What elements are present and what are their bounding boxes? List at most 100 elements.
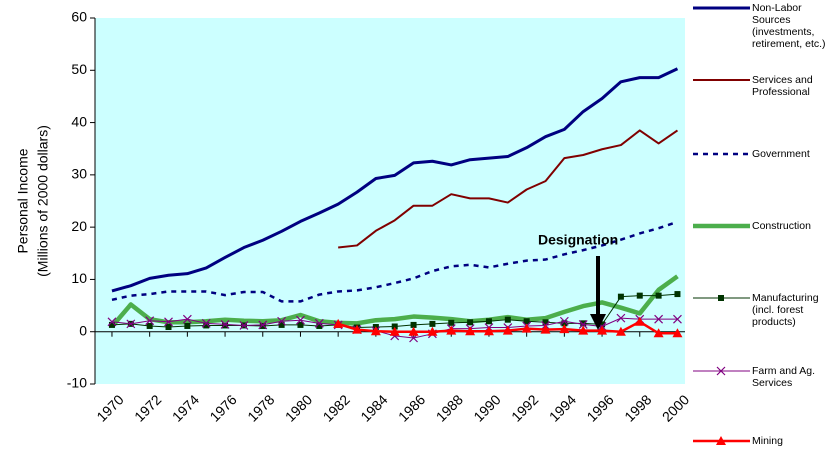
marker: [504, 316, 511, 323]
marker: [599, 321, 606, 328]
marker: [615, 326, 626, 336]
x-tick-label: 1992: [508, 391, 541, 424]
y-tick-label: -10: [67, 375, 87, 391]
marker: [540, 324, 551, 334]
marker: [258, 320, 268, 330]
marker: [672, 328, 683, 338]
y-axis-title: Personal Income: [15, 148, 31, 253]
marker: [352, 324, 363, 334]
plot-area: [95, 18, 685, 384]
marker: [559, 316, 569, 326]
marker: [523, 318, 530, 325]
marker: [429, 320, 436, 327]
annotation: Designation: [538, 232, 618, 248]
x-tick-label: 1996: [583, 391, 616, 424]
legend-label: Services and Professional: [752, 74, 813, 98]
legend-label: Mining: [752, 435, 783, 447]
marker: [277, 316, 287, 326]
marker: [370, 326, 381, 336]
marker: [239, 321, 249, 330]
x-tick-label: 1994: [546, 391, 579, 424]
legend-label: Non-Labor Sources (investments, retireme…: [752, 2, 826, 50]
marker: [278, 321, 285, 328]
marker: [389, 326, 400, 336]
marker: [146, 322, 153, 329]
marker: [636, 292, 643, 299]
marker: [145, 316, 155, 326]
marker: [220, 319, 230, 329]
marker: [316, 322, 323, 329]
marker: [716, 436, 726, 445]
y-tick-label: 20: [71, 218, 87, 234]
marker: [483, 326, 494, 336]
marker: [448, 319, 455, 326]
marker: [201, 318, 211, 328]
legend-label: Government: [752, 148, 810, 160]
y-tick-label: 50: [71, 61, 87, 77]
marker: [578, 325, 589, 335]
marker: [427, 326, 438, 336]
marker: [259, 322, 266, 329]
marker: [467, 319, 474, 326]
x-tick-label: 1970: [93, 391, 126, 424]
legend-label: Manufacturing (incl. forest products): [752, 292, 819, 328]
annotation-arrowhead: [590, 314, 606, 330]
x-tick-label: 1980: [282, 391, 315, 424]
x-tick-label: 1978: [244, 391, 277, 424]
series-line: [111, 67, 679, 293]
x-tick-label: 1984: [357, 391, 390, 424]
x-tick-label: 1990: [470, 391, 503, 424]
y-tick-label: 40: [71, 113, 87, 129]
x-tick-label: 1982: [320, 391, 353, 424]
marker: [521, 323, 532, 333]
marker: [203, 322, 210, 329]
marker: [718, 295, 724, 301]
marker: [222, 322, 229, 329]
marker: [674, 291, 681, 298]
marker: [164, 317, 173, 327]
marker: [391, 323, 398, 330]
marker: [502, 325, 513, 335]
marker: [296, 315, 305, 325]
marker: [655, 292, 662, 299]
marker: [634, 316, 645, 326]
x-tick-label: 1974: [169, 391, 202, 424]
marker: [314, 318, 324, 328]
marker: [446, 325, 457, 335]
marker: [108, 321, 115, 328]
marker: [165, 324, 172, 331]
marker: [578, 319, 588, 329]
marker: [184, 322, 191, 329]
marker: [333, 318, 344, 328]
y-axis-title: (Millions of 2000 dollars): [35, 125, 51, 277]
x-tick-label: 2000: [659, 391, 692, 424]
legend-label: Farm and Ag. Services: [752, 365, 816, 389]
marker: [485, 318, 492, 325]
series-line: [111, 220, 678, 303]
y-tick-label: 10: [71, 270, 87, 286]
marker: [559, 324, 570, 334]
x-tick-label: 1998: [621, 391, 654, 424]
marker: [408, 326, 419, 336]
x-tick-label: 1976: [206, 391, 239, 424]
marker: [542, 319, 549, 326]
marker: [297, 321, 304, 328]
marker: [673, 314, 682, 324]
y-tick-label: 60: [71, 9, 87, 25]
x-tick-label: 1988: [433, 391, 466, 424]
marker: [617, 293, 624, 300]
marker: [182, 314, 192, 324]
marker: [107, 317, 117, 327]
marker: [580, 320, 587, 327]
y-tick-label: 0: [79, 322, 87, 338]
marker: [465, 326, 476, 336]
marker: [616, 313, 626, 323]
marker: [561, 320, 568, 327]
x-tick-label: 1986: [395, 391, 428, 424]
x-tick-label: 1972: [131, 391, 164, 424]
marker: [126, 319, 136, 329]
y-tick-label: 30: [71, 166, 87, 182]
legend-label: Construction: [752, 220, 811, 232]
marker: [716, 366, 726, 376]
